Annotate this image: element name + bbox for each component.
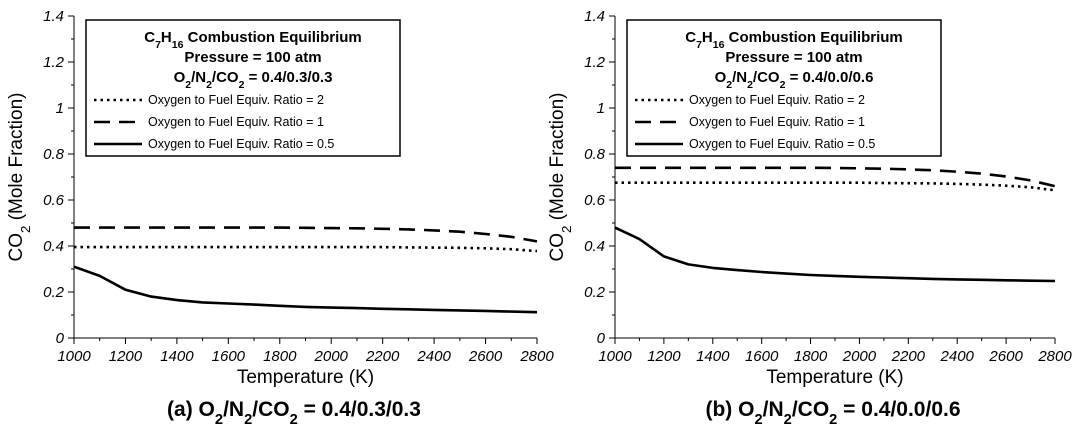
y-tick-label: 0 bbox=[56, 330, 65, 347]
y-tick-label: 0 bbox=[597, 330, 606, 347]
y-tick-label: 0.6 bbox=[43, 192, 65, 209]
y-tick-label: 1.2 bbox=[43, 54, 65, 71]
y-tick-label: 1.4 bbox=[584, 8, 605, 25]
x-axis-label: Temperature (K) bbox=[766, 367, 903, 388]
chart-subtitle-mixture: O2/N2/CO2 = 0.4/0.0/0.6 bbox=[715, 69, 874, 91]
legend-entry: Oxygen to Fuel Equiv. Ratio = 2 bbox=[689, 93, 865, 107]
chart-subtitle-pressure: Pressure = 100 atm bbox=[725, 49, 862, 66]
y-axis-label: CO2 (Mole Fraction) bbox=[6, 93, 33, 262]
y-tick-label: 0.4 bbox=[43, 238, 64, 255]
x-tick-label: 2000 bbox=[842, 348, 877, 365]
x-tick-label: 2400 bbox=[416, 348, 451, 365]
y-tick-label: 1 bbox=[56, 100, 64, 117]
y-tick-label: 0.2 bbox=[584, 284, 606, 301]
series-line-solid bbox=[614, 226, 1056, 283]
panel-caption: (b) O2/N2/CO2 = 0.4/0.0/0.6 bbox=[705, 398, 960, 427]
legend-entry: Oxygen to Fuel Equiv. Ratio = 1 bbox=[148, 115, 324, 129]
y-tick-label: 1.2 bbox=[584, 54, 606, 71]
legend-box bbox=[85, 19, 401, 157]
legend-entry: Oxygen to Fuel Equiv. Ratio = 1 bbox=[689, 115, 865, 129]
y-tick-label: 1.4 bbox=[43, 8, 64, 25]
x-tick-label: 1800 bbox=[794, 348, 828, 365]
legend-entry: Oxygen to Fuel Equiv. Ratio = 0.5 bbox=[148, 137, 334, 151]
legend-entry: Oxygen to Fuel Equiv. Ratio = 2 bbox=[148, 93, 324, 107]
x-tick-label: 2800 bbox=[1037, 348, 1072, 365]
x-tick-label: 2400 bbox=[940, 348, 975, 365]
x-tick-label: 1800 bbox=[263, 348, 297, 365]
series-line-dashed bbox=[74, 226, 538, 243]
legend-box bbox=[626, 19, 942, 157]
chart-subtitle-mixture: O2/N2/CO2 = 0.4/0.3/0.3 bbox=[174, 69, 333, 91]
chart-title: C7H16 Combustion Equilibrium bbox=[144, 29, 362, 51]
y-tick-label: 1 bbox=[597, 100, 605, 117]
chart-subtitle-pressure: Pressure = 100 atm bbox=[184, 49, 321, 66]
x-axis-label: Temperature (K) bbox=[237, 367, 374, 388]
x-tick-label: 2200 bbox=[365, 348, 400, 365]
chart-panel-b: 0 0.2 0.4 0.6 0.8 1 1.2 1.4 1000 1200 1400 1600 1800… bbox=[547, 8, 1072, 427]
series-line-dotted bbox=[615, 181, 1056, 192]
panel-caption: (a) O2/N2/CO2 = 0.4/0.3/0.3 bbox=[167, 398, 421, 427]
x-tick-label: 1400 bbox=[696, 348, 730, 365]
y-tick-label: 0.2 bbox=[43, 284, 65, 301]
x-tick-label: 1600 bbox=[212, 348, 246, 365]
x-tick-label: 2600 bbox=[988, 348, 1023, 365]
x-tick-label: 2600 bbox=[468, 348, 503, 365]
series-line-dotted bbox=[74, 245, 538, 253]
x-tick-label: 2200 bbox=[891, 348, 926, 365]
x-tick-label: 2800 bbox=[519, 348, 554, 365]
legend-entry: Oxygen to Fuel Equiv. Ratio = 0.5 bbox=[689, 137, 875, 151]
chart-panel-a: 0 0.2 0.4 0.6 0.8 1 1.2 1.4 1000 1200 1400 1600 1800… bbox=[6, 8, 554, 427]
x-tick-label: 1600 bbox=[745, 348, 779, 365]
y-tick-label: 0.6 bbox=[584, 192, 606, 209]
y-tick-label: 0.8 bbox=[584, 146, 606, 163]
x-tick-label: 1400 bbox=[160, 348, 194, 365]
y-axis-label: CO2 (Mole Fraction) bbox=[547, 93, 574, 262]
x-tick-label: 1200 bbox=[647, 348, 681, 365]
chart-title: C7H16 Combustion Equilibrium bbox=[685, 29, 903, 51]
y-tick-label: 0.8 bbox=[43, 146, 65, 163]
x-tick-label: 1000 bbox=[598, 348, 632, 365]
y-tick-label: 0.4 bbox=[584, 238, 605, 255]
x-tick-label: 1200 bbox=[109, 348, 143, 365]
series-line-solid bbox=[73, 265, 538, 314]
x-tick-label: 2000 bbox=[314, 348, 349, 365]
x-tick-label: 1000 bbox=[57, 348, 91, 365]
